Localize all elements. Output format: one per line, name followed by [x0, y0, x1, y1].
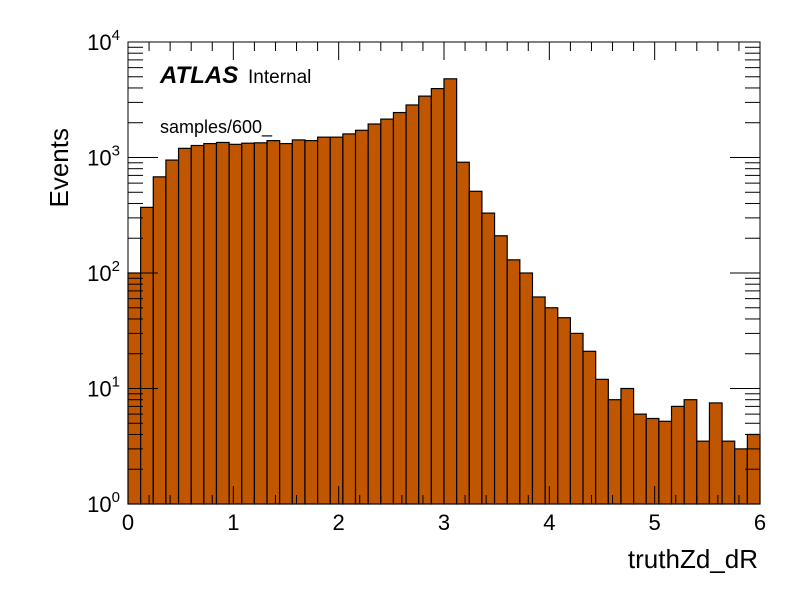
histogram-bar	[519, 272, 534, 505]
x-tick-label: 3	[438, 510, 450, 535]
histogram-bar	[329, 136, 344, 505]
y-tick-labels: 100 101 102 103 104	[87, 27, 120, 517]
y-tick-label: 104	[87, 27, 120, 55]
histogram-bar	[506, 259, 521, 505]
x-tick-label: 6	[754, 510, 766, 535]
y-tick-label: 102	[87, 258, 120, 286]
histogram-bar	[342, 133, 357, 505]
histogram-bar	[241, 142, 255, 505]
histogram-bar	[696, 440, 711, 505]
histogram-bar	[443, 78, 458, 505]
histogram-bar	[228, 143, 243, 505]
histogram-bar	[165, 159, 180, 505]
histogram-bar	[253, 142, 268, 505]
histogram-bar	[203, 142, 218, 505]
histogram-bar	[304, 140, 319, 505]
histogram-bar	[620, 387, 635, 505]
histogram-bar	[670, 405, 685, 505]
histogram-bar	[354, 129, 369, 505]
histogram-bar	[544, 307, 559, 505]
histogram-bar	[468, 190, 483, 505]
histogram-bar	[140, 206, 154, 505]
histogram-bar	[557, 317, 572, 505]
histogram-bar	[645, 417, 660, 505]
y-tick-label: 103	[87, 143, 120, 171]
y-tick-label: 101	[87, 374, 120, 402]
histogram-bar	[456, 161, 470, 505]
histogram-bar	[708, 402, 723, 505]
histogram-bar	[380, 118, 395, 505]
histogram-bar	[734, 448, 748, 505]
histogram-bar	[493, 235, 508, 505]
atlas-label: ATLAS	[159, 62, 238, 89]
histogram-bar	[582, 350, 597, 505]
x-tick-label: 4	[543, 510, 555, 535]
sample-label: samples/600_	[160, 117, 273, 138]
histogram-bar	[279, 142, 293, 505]
histogram-bar	[418, 95, 432, 505]
histogram-bar	[531, 296, 546, 505]
histogram-bar	[177, 147, 192, 505]
histogram-bar	[291, 139, 306, 505]
histogram-bar	[266, 140, 281, 505]
x-tick-label: 0	[122, 510, 134, 535]
x-tick-label: 5	[649, 510, 661, 535]
y-axis-label: Events	[44, 128, 74, 208]
histogram-bar	[405, 104, 420, 505]
histogram-bar	[190, 144, 205, 505]
axis-ticks	[127, 41, 761, 505]
histogram-bar	[481, 212, 496, 505]
x-tick-labels: 0 1 2 3 4 5 6	[122, 510, 766, 535]
histogram-bar	[632, 413, 647, 505]
histogram-bar	[658, 420, 673, 505]
y-tick-label: 100	[87, 489, 120, 517]
histogram-bar	[607, 399, 622, 505]
histogram-bar	[595, 378, 609, 505]
histogram-bar	[317, 136, 331, 505]
x-tick-label: 1	[227, 510, 239, 535]
histogram-bar	[721, 440, 736, 505]
histogram-bar	[430, 87, 445, 505]
histogram-bar	[152, 176, 167, 505]
histogram-bar	[367, 123, 382, 505]
histogram-bar	[569, 332, 584, 505]
histogram-bar	[683, 399, 698, 505]
atlas-sublabel: Internal	[248, 67, 311, 88]
histogram-bar	[215, 141, 230, 505]
x-axis-label: truthZd_dR	[628, 544, 758, 574]
x-tick-label: 2	[333, 510, 345, 535]
histogram-bar	[392, 111, 407, 505]
